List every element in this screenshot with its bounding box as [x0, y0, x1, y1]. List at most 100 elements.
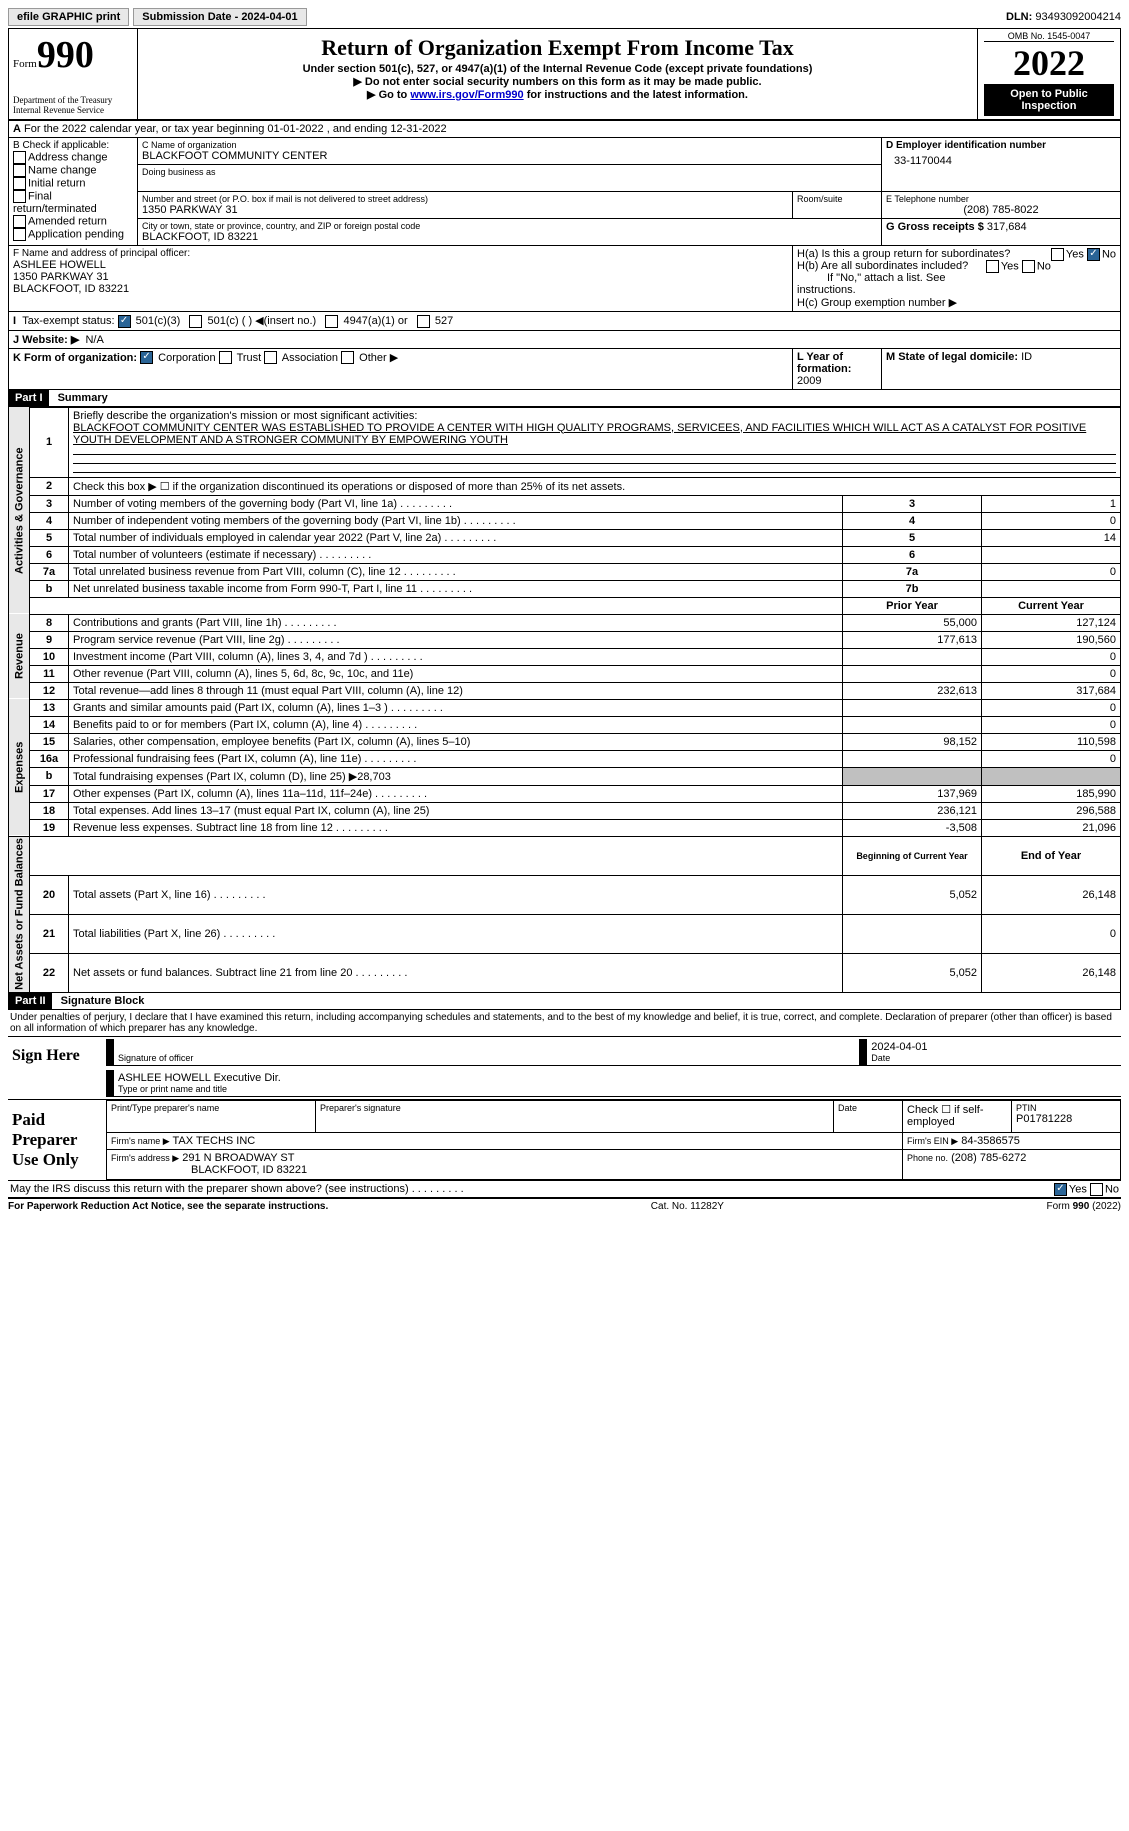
- address-change-checkbox[interactable]: [13, 151, 26, 164]
- firm-addr2: BLACKFOOT, ID 83221: [111, 1164, 307, 1176]
- initial-return-checkbox[interactable]: [13, 177, 26, 190]
- l-formation: L Year of formation: 2009: [793, 348, 882, 389]
- form-number: 990: [37, 34, 94, 76]
- form-word: Form: [13, 58, 37, 70]
- hb-yes-checkbox[interactable]: [986, 260, 999, 273]
- self-employed-check[interactable]: Check ☐ if self-employed: [903, 1101, 1012, 1132]
- 527-checkbox[interactable]: [417, 315, 430, 328]
- sign-here-label: Sign Here: [8, 1037, 106, 1099]
- hb-no-checkbox[interactable]: [1022, 260, 1035, 273]
- h-b: H(b) Are all subordinates included?: [797, 260, 968, 272]
- sig-officer-label: Signature of officer: [118, 1053, 855, 1063]
- line2: Check this box ▶ ☐ if the organization d…: [69, 477, 1121, 495]
- 4947-checkbox[interactable]: [325, 315, 338, 328]
- ein: 33-1170044: [886, 151, 1116, 167]
- c-label: C Name of organization: [142, 140, 877, 150]
- ptin-label: PTIN: [1016, 1103, 1116, 1113]
- subtitle-2: ▶ Do not enter social security numbers o…: [146, 75, 969, 88]
- org-name: BLACKFOOT COMMUNITY CENTER: [142, 150, 877, 162]
- page-footer: For Paperwork Reduction Act Notice, see …: [8, 1199, 1121, 1212]
- efile-button[interactable]: efile GRAPHIC print: [8, 8, 129, 26]
- d-label: D Employer identification number: [886, 140, 1116, 151]
- dept-treasury: Department of the Treasury Internal Reve…: [13, 95, 133, 115]
- tab-netassets: Net Assets or Fund Balances: [9, 836, 30, 993]
- top-toolbar: efile GRAPHIC print Submission Date - 20…: [8, 8, 1121, 26]
- tab-revenue: Revenue: [9, 614, 30, 699]
- prep-name-label: Print/Type preparer's name: [111, 1103, 311, 1113]
- prior-year-header: Prior Year: [843, 597, 982, 614]
- tax-year: 2022: [984, 42, 1114, 84]
- part2-title: Signature Block: [55, 995, 145, 1007]
- other-checkbox[interactable]: [341, 351, 354, 364]
- name-change-checkbox[interactable]: [13, 164, 26, 177]
- footer-mid: Cat. No. 11282Y: [651, 1201, 724, 1212]
- discuss-no-checkbox[interactable]: [1090, 1183, 1103, 1196]
- officer-name: ASHLEE HOWELL: [13, 259, 788, 271]
- prep-sig-label: Preparer's signature: [320, 1103, 829, 1113]
- firm-addr1: 291 N BROADWAY ST: [182, 1152, 294, 1164]
- b-label: B Check if applicable:: [13, 140, 133, 151]
- submission-date-button[interactable]: Submission Date - 2024-04-01: [133, 8, 306, 26]
- 501c3-checkbox[interactable]: ✓: [118, 315, 131, 328]
- footer-right: Form 990 (2022): [1047, 1201, 1121, 1212]
- officer-addr2: BLACKFOOT, ID 83221: [13, 283, 788, 295]
- ha-yes-checkbox[interactable]: [1051, 248, 1064, 261]
- discuss-line: May the IRS discuss this return with the…: [8, 1181, 1121, 1199]
- firm-name: TAX TECHS INC: [173, 1135, 256, 1147]
- website: N/A: [85, 334, 103, 346]
- paid-preparer-label: Paid Preparer Use Only: [8, 1100, 106, 1180]
- j-label: J Website: ▶: [13, 334, 79, 346]
- h-note: If "No," attach a list. See instructions…: [797, 272, 945, 296]
- date-label: Date: [871, 1053, 1117, 1063]
- assoc-checkbox[interactable]: [264, 351, 277, 364]
- irs-link[interactable]: www.irs.gov/Form990: [410, 89, 523, 101]
- current-year-header: Current Year: [982, 597, 1121, 614]
- dln-label: DLN: 93493092004214: [1006, 11, 1121, 23]
- begin-year-header: Beginning of Current Year: [843, 836, 982, 875]
- subtitle-1: Under section 501(c), 527, or 4947(a)(1)…: [146, 63, 969, 75]
- officer-addr1: 1350 PARKWAY 31: [13, 271, 788, 283]
- ha-no-checkbox[interactable]: ✓: [1087, 248, 1100, 261]
- street-label: Number and street (or P.O. box if mail i…: [142, 194, 788, 204]
- h-c: H(c) Group exemption number ▶: [797, 297, 957, 309]
- officer-sub: Type or print name and title: [118, 1084, 1117, 1094]
- officer-printed-name: ASHLEE HOWELL Executive Dir.: [118, 1072, 1117, 1084]
- amended-return-checkbox[interactable]: [13, 215, 26, 228]
- part2-header: Part II: [9, 993, 52, 1009]
- line1-label: Briefly describe the organization's miss…: [73, 410, 417, 422]
- h-a: H(a) Is this a group return for subordin…: [797, 248, 1010, 260]
- form-header: Form990 Department of the Treasury Inter…: [8, 28, 1121, 120]
- k-label: K Form of organization:: [13, 352, 137, 364]
- ptin: P01781228: [1016, 1113, 1116, 1125]
- omb-number: OMB No. 1545-0047: [984, 31, 1114, 42]
- e-label: E Telephone number: [886, 194, 1116, 204]
- trust-checkbox[interactable]: [219, 351, 232, 364]
- declaration: Under penalties of perjury, I declare th…: [8, 1010, 1121, 1037]
- f-label: F Name and address of principal officer:: [13, 248, 788, 259]
- line-a: A For the 2022 calendar year, or tax yea…: [9, 121, 1121, 138]
- header-info-table: A For the 2022 calendar year, or tax yea…: [8, 120, 1121, 390]
- city-state-zip: BLACKFOOT, ID 83221: [142, 231, 877, 243]
- subtitle-3: ▶ Go to www.irs.gov/Form990 for instruct…: [146, 88, 969, 101]
- tab-expenses: Expenses: [9, 699, 30, 836]
- 501c-checkbox[interactable]: [189, 315, 202, 328]
- prep-date-label: Date: [838, 1103, 898, 1113]
- city-label: City or town, state or province, country…: [142, 221, 877, 231]
- part1-title: Summary: [52, 392, 108, 404]
- firm-ein: 84-3586575: [961, 1135, 1020, 1147]
- end-year-header: End of Year: [982, 836, 1121, 875]
- firm-phone: (208) 785-6272: [951, 1152, 1026, 1164]
- i-label: Tax-exempt status:: [22, 315, 114, 327]
- m-domicile: M State of legal domicile: ID: [882, 348, 1121, 389]
- street-address: 1350 PARKWAY 31: [142, 204, 788, 216]
- application-pending-checkbox[interactable]: [13, 228, 26, 241]
- final-return-checkbox[interactable]: [13, 190, 26, 203]
- room-label: Room/suite: [797, 194, 877, 204]
- dba-label: Doing business as: [142, 167, 877, 177]
- mission-text: BLACKFOOT COMMUNITY CENTER WAS ESTABLISH…: [73, 422, 1086, 446]
- summary-table: Activities & Governance 1 Briefly descri…: [8, 407, 1121, 994]
- corp-checkbox[interactable]: ✓: [140, 351, 153, 364]
- discuss-yes-checkbox[interactable]: ✓: [1054, 1183, 1067, 1196]
- footer-left: For Paperwork Reduction Act Notice, see …: [8, 1201, 328, 1212]
- tab-activities: Activities & Governance: [9, 407, 30, 614]
